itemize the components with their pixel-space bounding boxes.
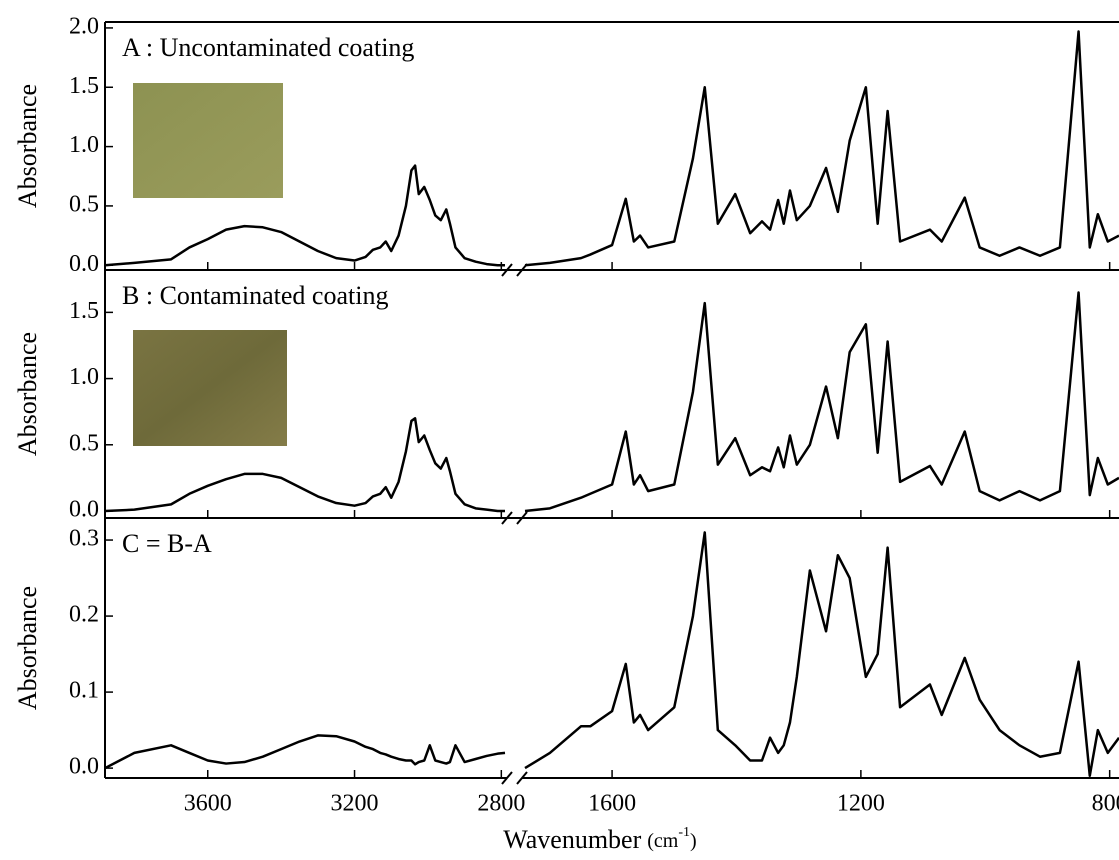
x-label-text: Wavenumber <box>503 825 641 854</box>
x-label-exp: -1 <box>678 825 690 840</box>
y-axis-label: Absorbance <box>13 84 42 208</box>
y-tick-label: 0.0 <box>69 251 99 277</box>
spectrum-line <box>524 531 1119 777</box>
panel-label: C = B-A <box>122 529 212 558</box>
y-tick-label: 0.2 <box>69 602 99 628</box>
y-tick-label: 0.0 <box>69 754 99 780</box>
x-axis-label: Wavenumber (cm-1) <box>503 825 696 854</box>
x-tick-label: 3600 <box>184 791 232 817</box>
inset-photo <box>133 330 287 446</box>
y-tick-label: 1.0 <box>69 364 99 390</box>
spectrum-line <box>524 291 1119 513</box>
spectrum-line <box>105 734 506 770</box>
x-label-unit: (cm <box>647 830 679 852</box>
spectrum-line <box>524 30 1119 267</box>
y-tick-label: 0.5 <box>69 430 99 456</box>
y-tick-label: 1.5 <box>69 73 99 99</box>
x-tick-label: 3200 <box>331 791 379 817</box>
y-axis-label: Absorbance <box>13 586 42 710</box>
y-tick-label: 0.3 <box>69 526 99 552</box>
x-tick-label: 2800 <box>477 791 525 817</box>
axis-break <box>516 771 528 785</box>
y-tick-label: 1.5 <box>69 298 99 324</box>
y-tick-label: 1.0 <box>69 132 99 158</box>
x-tick-label: 1200 <box>837 791 885 817</box>
spectrum-line <box>105 164 505 267</box>
y-tick-label: 0.5 <box>69 191 99 217</box>
axis-break <box>501 771 513 785</box>
x-tick-label: 1600 <box>588 791 636 817</box>
x-tick-label: 800 <box>1092 791 1119 817</box>
panel-label: A : Uncontaminated coating <box>122 33 414 62</box>
panel-label: B : Contaminated coating <box>122 281 388 310</box>
y-axis-label: Absorbance <box>13 332 42 456</box>
inset-photo <box>133 83 283 198</box>
spectrum-line <box>105 417 505 513</box>
x-label-unit: ) <box>690 830 697 852</box>
y-tick-label: 0.0 <box>69 496 99 522</box>
y-tick-label: 0.1 <box>69 678 99 704</box>
y-tick-label: 2.0 <box>69 13 99 39</box>
